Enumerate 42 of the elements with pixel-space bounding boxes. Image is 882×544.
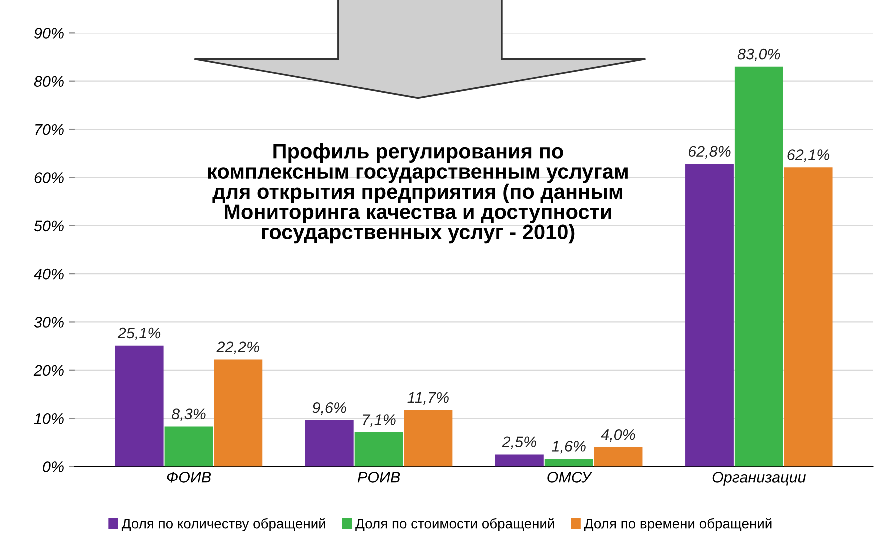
bar	[354, 432, 404, 467]
data-label: 9,6%	[312, 402, 346, 416]
data-label: 62,8%	[688, 146, 731, 159]
y-tick-label: 70%	[36, 124, 64, 136]
y-tick-label: 0%	[43, 462, 64, 472]
bar	[404, 410, 453, 467]
x-tick-label: Организации	[712, 472, 806, 486]
bar	[686, 164, 734, 467]
y-tick-label: 90%	[34, 28, 64, 39]
x-tick-label: РОИВ	[358, 472, 400, 483]
legend-label: Доля по времени обращений	[584, 518, 772, 532]
y-tick-label: 40%	[34, 268, 64, 280]
y-tick-label: 80%	[34, 76, 64, 88]
data-label: 83,0%	[738, 48, 780, 62]
x-tick-label: ФОИВ	[167, 472, 212, 483]
bar	[495, 454, 544, 467]
data-label: 1,6%	[552, 441, 586, 454]
y-tick-label: 60%	[34, 172, 64, 184]
data-label: 8,3%	[172, 408, 206, 422]
bar	[594, 447, 643, 467]
data-label: 7,1%	[363, 414, 396, 428]
bar	[164, 426, 214, 467]
y-tick-label: 30%	[34, 317, 64, 328]
text: Профиль регулирования по комплексным государственным услугам для открытия предприятия (по данным Мониторинга качества и доступности государственных услуг - 2010)	[208, 144, 628, 244]
bar	[214, 360, 263, 467]
data-label: 4,0%	[601, 429, 636, 442]
data-label: 11,7%	[408, 392, 449, 406]
data-label: 22,2%	[216, 342, 260, 354]
bar	[305, 420, 354, 467]
y-tick-label: 10%	[34, 413, 64, 424]
legend-label: Доля по количеству обращений	[122, 518, 326, 532]
y-tick-label: 50%	[34, 220, 64, 232]
data-label: 2,5%	[502, 436, 536, 450]
x-tick-label: ОМСУ	[548, 472, 593, 483]
bar	[734, 66, 784, 467]
data-label: 25,1%	[118, 328, 161, 340]
data-label: 62,1%	[788, 150, 830, 162]
bar	[784, 168, 833, 467]
bar	[115, 346, 164, 467]
legend-label: Доля по стоимости обращений	[356, 518, 554, 532]
y-tick-label: 20%	[34, 365, 64, 376]
bar	[544, 459, 594, 467]
